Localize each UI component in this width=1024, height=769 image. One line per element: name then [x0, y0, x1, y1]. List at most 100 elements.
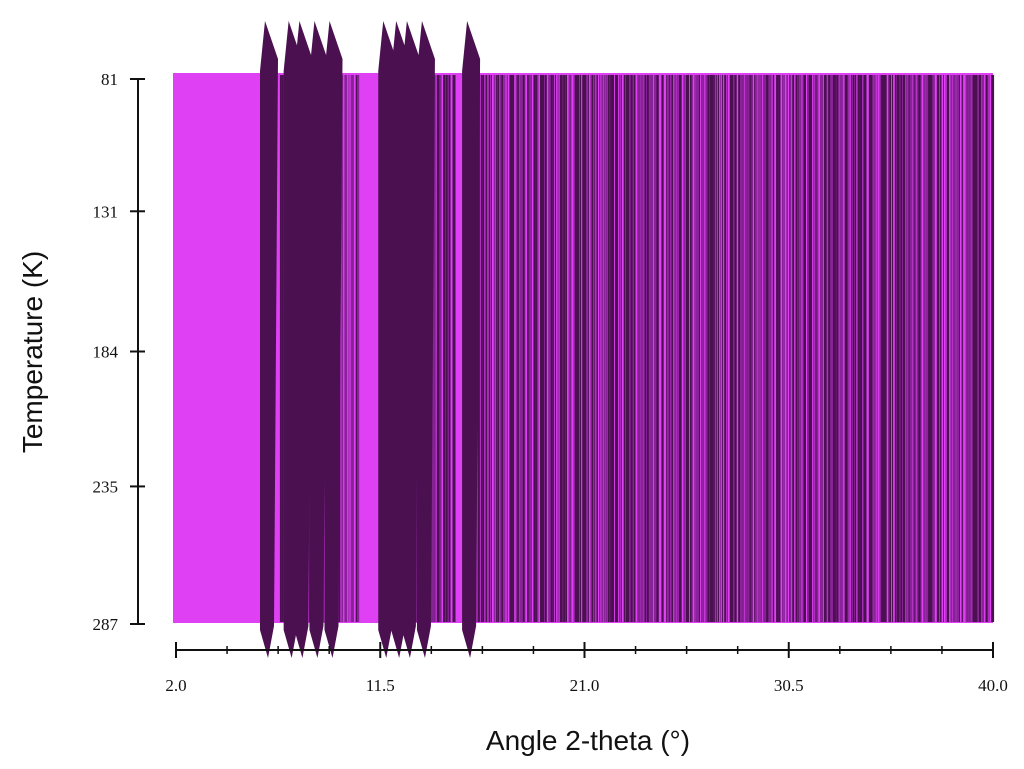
- intensity-streak: [573, 75, 577, 622]
- intensity-streak: [766, 75, 769, 622]
- intensity-streak: [991, 75, 995, 622]
- intensity-streak: [918, 75, 921, 622]
- intensity-streak: [764, 75, 767, 622]
- y-tick-label: 287: [93, 615, 119, 634]
- intensity-streak: [742, 75, 745, 622]
- intensity-streak: [356, 75, 360, 622]
- intensity-streak: [722, 75, 724, 622]
- intensity-streak: [482, 75, 484, 622]
- intensity-streak: [587, 75, 589, 622]
- intensity-streak: [484, 75, 488, 622]
- intensity-streak: [497, 75, 499, 622]
- intensity-streak: [709, 75, 713, 622]
- intensity-streak: [536, 75, 539, 622]
- intensity-streak: [591, 75, 594, 622]
- y-tick-label: 131: [93, 202, 119, 221]
- intensity-streak: [859, 75, 862, 622]
- intensity-streak: [969, 75, 972, 622]
- intensity-streak: [731, 75, 734, 622]
- intensity-streak: [612, 75, 615, 622]
- peak-ridge: [324, 21, 343, 658]
- intensity-streak: [694, 75, 696, 622]
- intensity-streak: [658, 75, 659, 622]
- intensity-streak: [912, 75, 915, 622]
- intensity-streak: [599, 75, 601, 622]
- intensity-streak: [594, 75, 596, 622]
- peak-ridge: [401, 21, 420, 658]
- intensity-streak: [509, 75, 513, 622]
- intensity-streak: [545, 75, 547, 622]
- intensity-streak: [845, 75, 848, 622]
- intensity-streak: [431, 75, 435, 622]
- intensity-streak: [868, 75, 871, 622]
- intensity-streak: [738, 75, 741, 622]
- x-tick-label: 21.0: [570, 676, 600, 695]
- intensity-streak: [454, 75, 456, 622]
- intensity-surface: [173, 21, 995, 658]
- intensity-streak: [789, 75, 791, 622]
- intensity-streak: [946, 75, 950, 622]
- intensity-streak: [542, 75, 545, 622]
- intensity-streak: [715, 75, 717, 622]
- intensity-streak: [540, 75, 543, 622]
- intensity-streak: [496, 75, 498, 622]
- intensity-streak: [974, 75, 977, 622]
- intensity-streak: [962, 75, 964, 622]
- intensity-streak: [623, 75, 626, 622]
- intensity-streak: [680, 75, 682, 622]
- intensity-streak: [972, 75, 976, 622]
- peak-ridge: [309, 21, 328, 658]
- intensity-streak: [945, 75, 947, 622]
- intensity-streak: [939, 75, 941, 622]
- intensity-streak: [885, 75, 887, 622]
- intensity-streak: [448, 75, 451, 622]
- intensity-streak: [557, 75, 559, 622]
- intensity-streak: [916, 75, 920, 622]
- intensity-streak: [700, 75, 703, 622]
- intensity-streak: [713, 75, 715, 622]
- intensity-streak: [813, 75, 815, 622]
- intensity-streak: [807, 75, 810, 622]
- y-tick-label: 235: [93, 477, 119, 496]
- intensity-streak: [674, 75, 677, 622]
- intensity-streak: [662, 75, 664, 622]
- intensity-streak: [850, 75, 852, 622]
- intensity-streak: [952, 75, 955, 622]
- intensity-streak: [953, 75, 956, 622]
- intensity-streak: [940, 75, 942, 622]
- intensity-streak: [439, 75, 442, 622]
- intensity-streak: [433, 75, 436, 622]
- intensity-streak: [772, 75, 775, 622]
- intensity-streak: [892, 75, 894, 622]
- intensity-streak: [653, 75, 657, 622]
- intensity-streak: [852, 75, 855, 622]
- intensity-streak: [615, 75, 618, 622]
- y-tick-label: 184: [93, 343, 119, 362]
- intensity-streak: [822, 75, 824, 622]
- intensity-streak: [908, 75, 910, 622]
- intensity-streak: [656, 75, 659, 622]
- intensity-streak: [640, 75, 644, 622]
- intensity-streak: [923, 75, 926, 622]
- intensity-streak: [832, 75, 836, 622]
- intensity-streak: [443, 75, 446, 622]
- intensity-streak: [535, 75, 537, 622]
- intensity-streak: [559, 75, 562, 622]
- intensity-streak: [754, 75, 756, 622]
- intensity-streak: [341, 75, 344, 622]
- intensity-streak: [527, 75, 530, 622]
- peak-ridge: [294, 21, 313, 658]
- intensity-streak: [778, 75, 780, 622]
- intensity-streak: [683, 75, 686, 622]
- intensity-streak: [560, 75, 563, 622]
- intensity-streak: [348, 75, 350, 622]
- x-axis-ticks: 2.0 11.5 21.0 30.5 40.0: [165, 642, 1008, 695]
- x-tick-label: 40.0: [978, 676, 1008, 695]
- intensity-streak: [811, 75, 813, 622]
- intensity-streak: [627, 75, 630, 622]
- intensity-streak: [607, 75, 610, 622]
- intensity-streak: [522, 75, 525, 622]
- intensity-streak: [452, 75, 455, 622]
- intensity-streak: [501, 75, 504, 622]
- intensity-streak: [758, 75, 760, 622]
